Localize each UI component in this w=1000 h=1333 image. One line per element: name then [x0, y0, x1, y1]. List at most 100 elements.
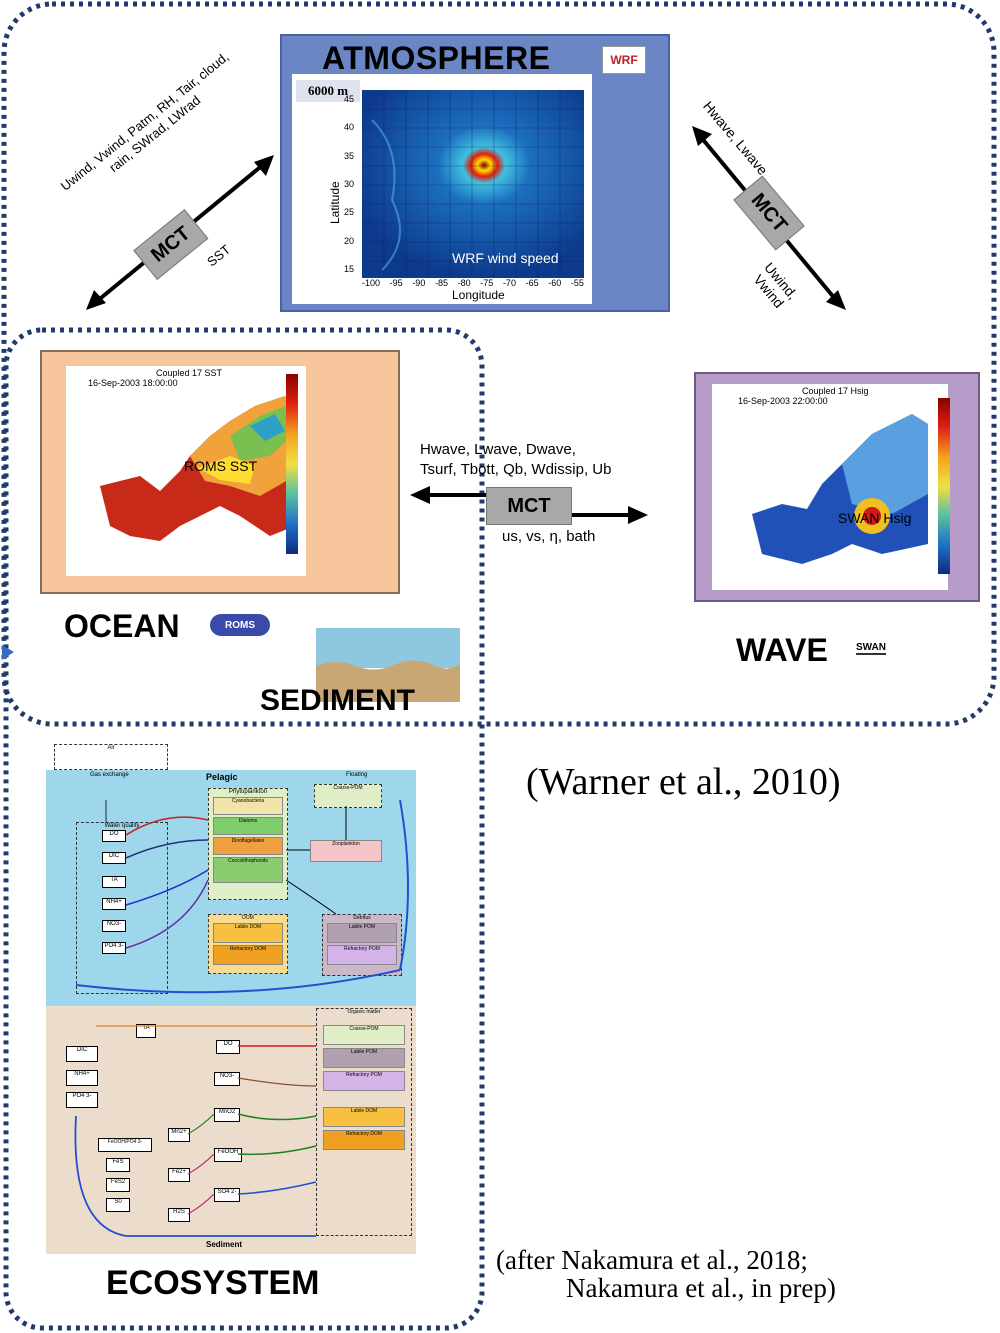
labile-pom-box: Labile POM: [327, 923, 397, 943]
atm-xtick: -100: [362, 278, 381, 288]
ocean-to-wave-vars: us, vs, η, bath: [502, 528, 596, 545]
organic-matter-label: Organic matter: [347, 1009, 381, 1015]
do-species: DO: [102, 830, 126, 842]
pelagic-fluxes: [75, 799, 409, 994]
wave-plot: Coupled 17 Hsig 16-Sep-2003 22:00:00 SWA…: [712, 384, 948, 590]
atmosphere-panel: ATMOSPHERE WRF 6000 m WRF wind sp: [280, 34, 670, 312]
wave-to-ocean-vars: Hwave, Lwave, Dwave, Tsurf, Tbott, Qb, W…: [420, 440, 611, 480]
pelagic-label: Pelagic: [206, 772, 238, 782]
wave-plot-date: 16-Sep-2003 22:00:00: [738, 396, 828, 406]
sed-po4: PO4 3-: [66, 1092, 98, 1108]
sed-feooh: FeOOH: [214, 1148, 242, 1162]
ecosystem-label: ECOSYSTEM: [106, 1264, 320, 1302]
dic-species: DIC: [102, 852, 126, 864]
sediment-zone: Sediment Organic matter Coarse-POM Labil…: [46, 1006, 416, 1254]
sed-do: DO: [216, 1040, 240, 1054]
atm-xtick: -70: [502, 278, 516, 288]
atm-xtick: -55: [570, 278, 584, 288]
wind-map-caption: WRF wind speed: [452, 250, 559, 266]
wave-to-ocean-line-1: Hwave, Lwave, Dwave,: [420, 441, 576, 458]
atmosphere-plot: 6000 m WRF wind speed Latitude Lon: [292, 74, 592, 304]
sed-so4: SO4 2-: [214, 1188, 240, 1202]
phytoplankton-label: Phytoplankton: [228, 789, 268, 795]
sed-refractory-pom: Refractory POM: [323, 1071, 405, 1091]
atm-xtick: -95: [389, 278, 403, 288]
dom-label: DOM: [242, 915, 254, 921]
wrf-logo: WRF: [602, 46, 646, 74]
dom-box: DOM Labile DOM Refractory DOM: [208, 914, 288, 974]
ocean-panel: Coupled 17 SST 16-Sep-2003 18:00:00 ROMS…: [40, 350, 400, 594]
refractory-pom-box: Refractory POM: [327, 945, 397, 965]
roms-logo: ROMS: [210, 614, 270, 636]
wind-speed-map: [362, 90, 584, 278]
atm-xtick: -75: [480, 278, 494, 288]
nakamura-citation: (after Nakamura et al., 2018; Nakamura e…: [496, 1246, 996, 1302]
atm-xtick: -65: [525, 278, 539, 288]
warner-citation: (Warner et al., 2010): [526, 761, 841, 803]
sed-mn2: Mn2+: [168, 1128, 190, 1142]
wave-plot-title: Coupled 17 Hsig: [802, 386, 869, 396]
water-quality-box: Water quality: [76, 822, 168, 994]
dinoflagellates-box: Dinoflagellates: [213, 837, 283, 855]
detritus-label: Detritus: [353, 915, 371, 921]
atm-xlabel: Longitude: [452, 288, 505, 302]
no3-species: NO3-: [102, 920, 126, 932]
sediment-graphic: [316, 628, 460, 702]
ocean-plot-title: Coupled 17 SST: [156, 368, 223, 378]
ocean-plot-date: 16-Sep-2003 18:00:00: [88, 378, 178, 388]
atm-ytick: 20: [344, 235, 355, 246]
po4-species: PO4 3-: [102, 942, 126, 954]
air-box: Air: [54, 744, 168, 770]
coupled-system-border: [1, 1, 997, 727]
atm-xtick: -60: [548, 278, 562, 288]
coarse-pom-box: Coarse-POM: [314, 784, 382, 808]
sed-s0: S0: [106, 1198, 130, 1212]
ocean-label: OCEAN: [64, 608, 180, 644]
labile-dom-box: Labile DOM: [213, 923, 283, 943]
zooplankton-box: Zooplankton: [310, 840, 382, 862]
atm-yticks: 45 40 35 30 25 20 15: [344, 94, 354, 274]
phytoplankton-box: Phytoplankton Cyanobacteria Diatoms Dino…: [208, 788, 288, 900]
floating-label: Floating: [346, 772, 368, 778]
detritus-box: Detritus Labile POM Refractory POM: [322, 914, 402, 976]
atm-ytick: 35: [344, 150, 355, 161]
sed-feooh-po4: FeOOH/PO4 3-: [98, 1138, 152, 1152]
wave-label: WAVE: [736, 632, 828, 668]
sst-caption: ROMS SST: [184, 458, 258, 474]
sed-nh4: NH4+: [66, 1070, 98, 1086]
sed-dic: DIC: [66, 1046, 98, 1062]
atm-ytick: 25: [344, 207, 355, 218]
ocean-ecosystem-border: [3, 327, 485, 1331]
ocean-plot: Coupled 17 SST 16-Sep-2003 18:00:00 ROMS…: [66, 366, 306, 576]
sst-colorbar: [286, 374, 298, 554]
sed-no3: NO3-: [214, 1072, 240, 1086]
atm-xticks: -100 -95 -90 -85 -80 -75 -70 -65 -60 -55: [362, 278, 584, 288]
hsig-map: [752, 414, 928, 564]
atm-ytick: 15: [344, 263, 355, 274]
atm-ytick: 40: [344, 122, 355, 133]
air-label: Air: [107, 745, 115, 751]
sed-h2s: H2S: [168, 1208, 190, 1222]
atm-xtick: -80: [457, 278, 471, 288]
hsig-caption: SWAN Hsig: [838, 510, 912, 526]
nakamura-line-1: (after Nakamura et al., 2018;: [496, 1245, 808, 1275]
sed-ta: TA: [136, 1024, 156, 1038]
sediment-zone-label: Sediment: [206, 1240, 243, 1249]
atm-ylabel: Latitude: [328, 181, 342, 224]
nakamura-line-2: Nakamura et al., in prep): [566, 1273, 836, 1303]
sst-map: [100, 396, 295, 541]
water-quality-label: Water quality: [104, 823, 140, 829]
wave-to-ocean-line-2: Tsurf, Tbott, Qb, Wdissip, Ub: [420, 461, 612, 478]
diatoms-box: Diatoms: [213, 817, 283, 835]
sed-labile-pom: Labile POM: [323, 1048, 405, 1068]
height-label: 6000 m: [296, 80, 360, 102]
mct-box-ocean-wave: MCT: [486, 487, 572, 525]
ta-species: TA: [102, 876, 126, 888]
atm-xtick: -90: [412, 278, 426, 288]
sed-fe2: Fe2+: [168, 1168, 190, 1182]
nh4-species: NH4+: [102, 898, 126, 910]
coccolithophorids-box: Coccolithophorids: [213, 857, 283, 883]
pelagic-zone: Pelagic Gas exchange Floating Water qual…: [46, 770, 416, 1006]
atmosphere-title: ATMOSPHERE: [322, 40, 551, 76]
swan-logo: SWAN: [856, 642, 886, 655]
